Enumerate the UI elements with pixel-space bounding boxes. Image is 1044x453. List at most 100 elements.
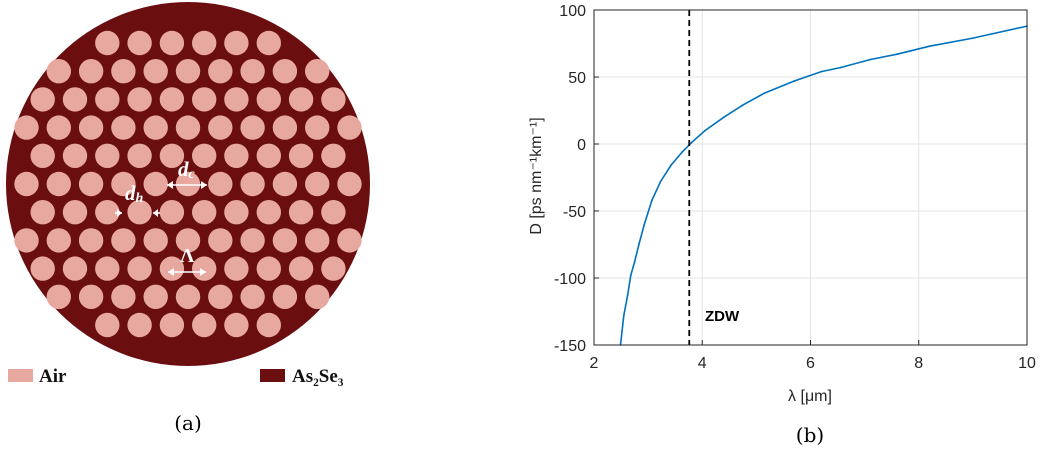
air-hole (175, 58, 201, 84)
series-point (626, 294, 629, 297)
air-hole (272, 284, 298, 309)
x-axis-label: λ [μm] (788, 388, 832, 405)
x-tick-label: 8 (914, 355, 923, 372)
air-hole (62, 200, 88, 225)
air-hole (78, 228, 104, 253)
air-hole (256, 143, 281, 168)
pitch-arrow (168, 268, 206, 276)
air-hole (159, 87, 185, 112)
air-hole (14, 115, 39, 140)
air-hole (159, 312, 185, 338)
y-tick-label: -150 (554, 338, 586, 355)
air-hole (192, 30, 217, 56)
air-hole-lattice (14, 30, 362, 338)
air-hole (30, 143, 55, 168)
dc-symbol: d (178, 157, 189, 181)
series-point (820, 70, 823, 73)
air-hole (30, 256, 55, 281)
air-hole (127, 200, 152, 225)
series-point (690, 141, 693, 144)
air-hole (288, 200, 314, 225)
air-hole (46, 171, 71, 197)
legend-label-air: Air (39, 366, 67, 387)
dh-symbol: d (125, 181, 136, 205)
caption-b: (b) (796, 423, 824, 447)
y-tick-label: -100 (554, 271, 586, 288)
air-hole (321, 143, 346, 168)
air-hole (175, 284, 201, 309)
air-hole (159, 30, 185, 56)
zdw-label: ZDW (705, 308, 740, 325)
air-hole (143, 228, 168, 253)
air-hole (95, 30, 120, 56)
dh-subscript: h (136, 191, 144, 206)
air-hole (224, 312, 249, 338)
x-tick-label: 2 (590, 355, 599, 372)
legend-label-glass: As₂Se₃ (292, 366, 344, 387)
air-hole (208, 228, 233, 253)
series-point (629, 274, 632, 277)
air-hole (127, 312, 152, 338)
air-hole (143, 284, 168, 309)
air-hole (192, 87, 217, 112)
y-axis-label: D [ps nm⁻¹km⁻¹] (528, 117, 545, 234)
air-hole (208, 171, 233, 197)
series-point (643, 223, 646, 226)
air-hole (143, 58, 168, 84)
air-hole (78, 284, 104, 309)
series-point (928, 45, 931, 48)
air-hole (305, 284, 330, 309)
air-hole (240, 228, 265, 253)
series-point (1026, 25, 1028, 27)
plot-background (594, 10, 1027, 345)
air-hole (46, 115, 71, 140)
axes-frame (593, 9, 1028, 346)
air-hole (240, 115, 265, 140)
fiber-cross-section-figure: Air As₂Se₃ (a) dc dh Λ (6, 2, 370, 435)
series-point (633, 261, 636, 263)
air-hole (305, 115, 330, 140)
series-point (651, 199, 653, 202)
air-hole (78, 171, 104, 197)
air-hole (224, 87, 249, 112)
air-hole (127, 30, 152, 56)
series-point (704, 129, 706, 132)
air-hole (288, 87, 314, 112)
y-tick-label: -50 (563, 204, 586, 221)
dispersion-series-line (619, 25, 1028, 346)
series-point (638, 243, 640, 246)
air-hole (175, 115, 201, 140)
air-hole (78, 58, 104, 84)
air-hole (46, 58, 71, 84)
air-hole (62, 87, 88, 112)
annotation-dh: dh (115, 181, 160, 217)
air-hole (256, 256, 281, 281)
caption-a: (a) (174, 411, 202, 435)
air-hole (111, 171, 136, 197)
plot-area: ZDW 2 4 6 8 10 -150 -100 -50 0 50 100 (554, 3, 1036, 372)
series-point (622, 314, 625, 317)
air-hole (240, 284, 265, 309)
annotation-dc: dc (167, 157, 207, 189)
air-hole (127, 256, 152, 281)
series-point (869, 58, 871, 61)
series-point (839, 66, 842, 69)
air-hole (46, 284, 71, 309)
legend-swatch-air (8, 369, 33, 382)
air-hole (46, 228, 71, 253)
series-point (670, 164, 672, 167)
series-point (723, 116, 725, 119)
air-hole (240, 58, 265, 84)
air-hole (272, 228, 298, 253)
air-hole (159, 200, 185, 225)
legend-swatch-glass (260, 369, 285, 382)
air-hole (208, 58, 233, 84)
series-point (793, 80, 796, 82)
air-hole (337, 115, 362, 140)
series-point (896, 53, 898, 56)
air-hole (78, 115, 104, 140)
air-hole (321, 256, 346, 281)
air-hole (95, 200, 120, 225)
air-hole (159, 143, 185, 168)
air-hole (256, 87, 281, 112)
